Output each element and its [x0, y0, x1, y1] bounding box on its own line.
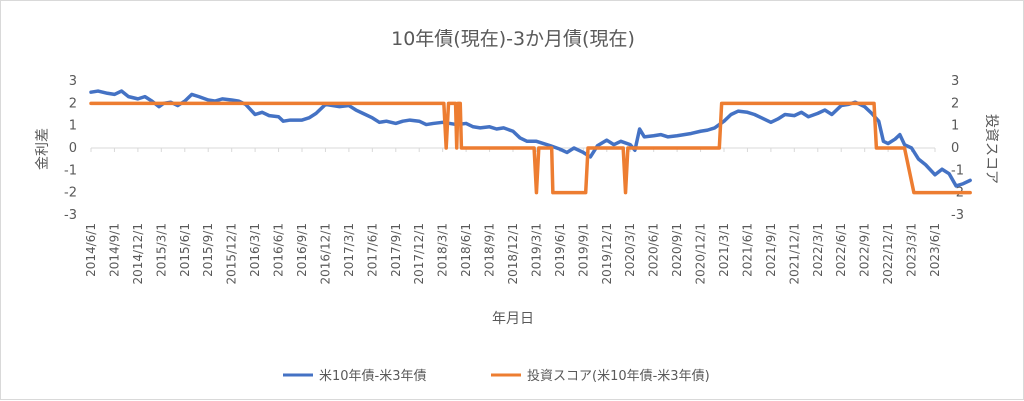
- legend-label-series-2: 投資スコア(米10年債-米3年債): [527, 368, 710, 384]
- x-tick-label-21: 2019/9/1: [576, 223, 590, 277]
- x-tick-label-7: 2016/3/1: [248, 223, 262, 277]
- y-tick-right-4: -1: [951, 163, 964, 178]
- y-axis-right-label: 投資スコア: [983, 114, 999, 184]
- y-tick-right-0: 3: [951, 74, 959, 89]
- y-tick-left-0: 3: [69, 74, 77, 89]
- y-tick-left-4: -1: [64, 163, 77, 178]
- x-tick-label-8: 2016/6/1: [272, 223, 286, 277]
- x-tick-label-2: 2014/12/1: [131, 223, 145, 285]
- x-tick-label-4: 2015/6/1: [178, 223, 192, 277]
- x-tick-label-9: 2016/9/1: [295, 223, 309, 277]
- x-tick-label-29: 2021/9/1: [764, 223, 778, 277]
- series-group: [89, 89, 972, 195]
- legend-label-series-1: 米10年債-米3年債: [319, 369, 427, 384]
- x-tick-label-34: 2022/12/1: [881, 223, 895, 285]
- x-tick-label-22: 2019/12/1: [600, 223, 614, 285]
- x-tick-label-33: 2022/9/1: [858, 223, 872, 277]
- series-line-2: [89, 101, 972, 195]
- y-tick-right-2: 1: [951, 119, 959, 134]
- x-tick-label-20: 2019/6/1: [553, 223, 567, 277]
- x-tick-label-1: 2014/9/1: [107, 223, 121, 277]
- x-tick-label-14: 2017/12/1: [412, 223, 426, 285]
- x-tick-label-18: 2018/12/1: [506, 223, 520, 285]
- x-tick-label-6: 2015/12/1: [225, 223, 239, 285]
- x-axis: 2014/6/1 2014/9/1 2014/12/1 2015/3/1 2015/6/…: [84, 147, 942, 285]
- x-tick-label-25: 2020/9/1: [670, 223, 684, 277]
- x-tick-label-31: 2022/3/1: [811, 223, 825, 277]
- x-tick-label-28: 2021/6/1: [740, 223, 754, 277]
- x-axis-label: 年月日: [492, 311, 534, 327]
- x-tick-label-36: 2023/6/1: [928, 223, 942, 277]
- x-tick-label-23: 2020/3/1: [623, 223, 637, 277]
- y-tick-left-6: -3: [64, 208, 77, 223]
- x-tick-label-35: 2023/3/1: [905, 223, 919, 277]
- x-tick-label-3: 2015/3/1: [154, 223, 168, 277]
- x-tick-label-19: 2019/3/1: [529, 223, 543, 277]
- x-tick-label-24: 2020/6/1: [647, 223, 661, 277]
- y-tick-left-2: 1: [69, 119, 77, 134]
- y-tick-right-3: 0: [951, 141, 959, 156]
- x-tick-label-12: 2017/6/1: [365, 223, 379, 277]
- x-tick-label-30: 2021/12/1: [787, 223, 801, 285]
- series-line-1: [89, 89, 972, 188]
- x-tick-label-16: 2018/6/1: [459, 223, 473, 277]
- x-tick-label-15: 2018/3/1: [436, 223, 450, 277]
- y-tick-left-1: 2: [69, 96, 77, 111]
- chart-title: 10年債(現在)-3か月債(現在): [391, 28, 635, 50]
- y-tick-left-3: 0: [69, 141, 77, 156]
- y-tick-left-5: -2: [64, 186, 77, 201]
- x-tick-label-5: 2015/9/1: [201, 223, 215, 277]
- y-tick-right-6: -3: [951, 208, 964, 223]
- x-tick-label-26: 2020/12/1: [694, 223, 708, 285]
- x-tick-label-17: 2018/9/1: [483, 223, 497, 277]
- x-tick-label-11: 2017/3/1: [342, 223, 356, 277]
- y-axis-left: 3 2 1 0 -1 -2 -3: [64, 74, 77, 223]
- y-axis-left-label: 金利差: [35, 128, 51, 170]
- y-tick-right-1: 2: [951, 96, 959, 111]
- x-tick-label-0: 2014/6/1: [84, 223, 98, 277]
- x-tick-label-13: 2017/9/1: [389, 223, 403, 277]
- x-tick-label-32: 2022/6/1: [834, 223, 848, 277]
- x-tick-label-27: 2021/3/1: [717, 223, 731, 277]
- x-tick-label-10: 2016/12/1: [318, 223, 332, 285]
- legend: 米10年債-米3年債 投資スコア(米10年債-米3年債): [283, 368, 710, 384]
